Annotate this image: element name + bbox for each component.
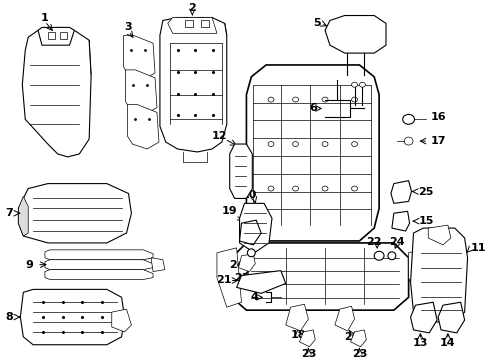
Text: 17: 17 <box>429 136 445 146</box>
Text: 16: 16 <box>429 112 445 122</box>
Polygon shape <box>239 220 261 245</box>
Ellipse shape <box>247 249 255 257</box>
Polygon shape <box>350 330 366 347</box>
Bar <box>60 32 66 39</box>
Text: 24: 24 <box>228 260 244 270</box>
Polygon shape <box>437 302 464 333</box>
Ellipse shape <box>322 141 327 147</box>
Text: 11: 11 <box>469 243 485 253</box>
Polygon shape <box>217 248 241 307</box>
Polygon shape <box>238 254 255 271</box>
Polygon shape <box>408 248 432 304</box>
Ellipse shape <box>322 186 327 191</box>
Polygon shape <box>391 211 409 231</box>
Ellipse shape <box>292 97 298 102</box>
Polygon shape <box>45 270 153 279</box>
Ellipse shape <box>292 141 298 147</box>
Text: 23: 23 <box>233 273 249 283</box>
Polygon shape <box>427 225 450 245</box>
Text: 9: 9 <box>25 260 33 270</box>
Text: 2: 2 <box>188 3 196 13</box>
Polygon shape <box>123 35 155 80</box>
Polygon shape <box>236 271 285 293</box>
Text: 24: 24 <box>388 237 404 247</box>
Ellipse shape <box>292 186 298 191</box>
Polygon shape <box>160 18 226 152</box>
Ellipse shape <box>351 186 357 191</box>
Ellipse shape <box>373 251 383 260</box>
Ellipse shape <box>387 252 395 260</box>
Text: 10: 10 <box>241 190 257 201</box>
Polygon shape <box>390 181 411 203</box>
Text: 13: 13 <box>412 338 427 348</box>
Ellipse shape <box>267 97 273 102</box>
Text: 23: 23 <box>300 348 315 359</box>
Ellipse shape <box>351 141 357 147</box>
Text: 12: 12 <box>212 131 227 141</box>
Ellipse shape <box>267 186 273 191</box>
Polygon shape <box>19 197 28 236</box>
Text: 6: 6 <box>309 103 317 113</box>
Text: 14: 14 <box>439 338 455 348</box>
Polygon shape <box>112 309 131 332</box>
Polygon shape <box>410 228 467 322</box>
Polygon shape <box>231 243 408 310</box>
Text: 19: 19 <box>222 206 237 216</box>
Polygon shape <box>229 144 252 198</box>
Polygon shape <box>410 302 436 333</box>
Text: 15: 15 <box>418 216 433 226</box>
Text: 1: 1 <box>41 13 49 23</box>
Polygon shape <box>19 184 131 243</box>
Ellipse shape <box>351 97 357 102</box>
Polygon shape <box>125 70 157 114</box>
Polygon shape <box>151 258 164 271</box>
Ellipse shape <box>322 97 327 102</box>
Text: 21: 21 <box>216 275 231 285</box>
Polygon shape <box>299 330 315 347</box>
Ellipse shape <box>402 114 414 124</box>
Polygon shape <box>45 250 153 260</box>
Text: 5: 5 <box>313 18 320 28</box>
Bar <box>201 21 209 27</box>
Polygon shape <box>325 15 385 53</box>
Polygon shape <box>20 289 124 345</box>
Polygon shape <box>246 65 378 241</box>
Ellipse shape <box>404 137 412 145</box>
Ellipse shape <box>267 141 273 147</box>
Polygon shape <box>167 18 217 33</box>
Polygon shape <box>38 27 74 45</box>
Text: 4: 4 <box>250 292 258 302</box>
Text: 23: 23 <box>351 348 366 359</box>
Text: 25: 25 <box>418 186 433 197</box>
Polygon shape <box>45 260 153 270</box>
Text: 20: 20 <box>343 332 359 342</box>
Polygon shape <box>239 203 271 253</box>
Text: 7: 7 <box>6 208 14 218</box>
Bar <box>48 32 55 39</box>
Text: 18: 18 <box>290 330 305 340</box>
Polygon shape <box>127 104 159 149</box>
Ellipse shape <box>351 82 357 87</box>
Text: 22: 22 <box>366 237 381 247</box>
Polygon shape <box>285 304 308 331</box>
Text: 8: 8 <box>6 312 14 322</box>
Bar <box>185 21 193 27</box>
Ellipse shape <box>359 82 365 87</box>
Text: 3: 3 <box>124 22 132 32</box>
Polygon shape <box>22 30 91 157</box>
Polygon shape <box>334 306 354 331</box>
